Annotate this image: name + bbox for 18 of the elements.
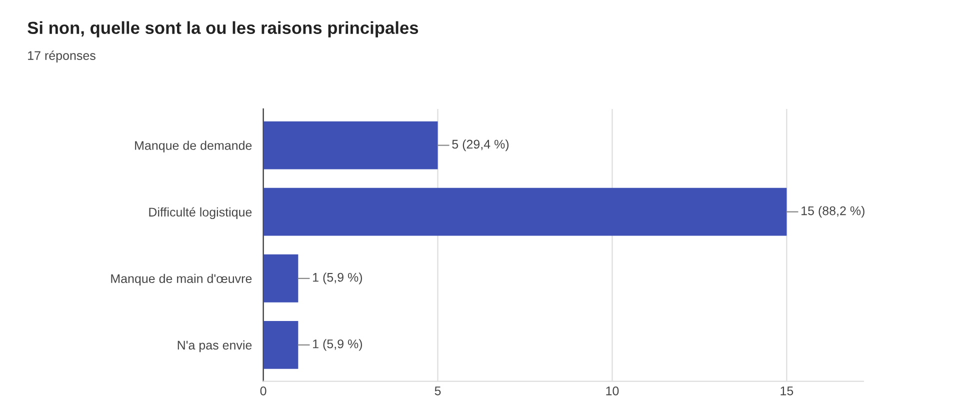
text: 17 réponses xyxy=(28,50,96,62)
x-tick-label: 5 xyxy=(434,386,441,396)
y-tick-label: Difficulté logistique xyxy=(149,207,252,220)
bar xyxy=(263,121,438,170)
data-label: 1 (5,9 %) xyxy=(313,272,362,284)
data-label: 15 (88,2 %) xyxy=(802,206,864,218)
bar xyxy=(263,254,298,302)
y-tick-label: N'a pas envie xyxy=(178,340,252,352)
data-label: 5 (29,4 %) xyxy=(452,139,509,152)
chart-title: Si non, quelle sont la ou les raisons principales xyxy=(28,21,418,38)
y-tick-label: Manque de demande xyxy=(135,140,252,152)
x-tick-label: 0 xyxy=(260,386,266,396)
data-label: 1 (5,9 %) xyxy=(313,339,362,351)
x-tick-label: 15 xyxy=(780,386,794,396)
x-tick-label: 10 xyxy=(606,386,619,396)
bar xyxy=(263,188,787,236)
y-tick-label: Manque de main d'œuvre xyxy=(111,274,252,286)
bar xyxy=(263,320,298,369)
